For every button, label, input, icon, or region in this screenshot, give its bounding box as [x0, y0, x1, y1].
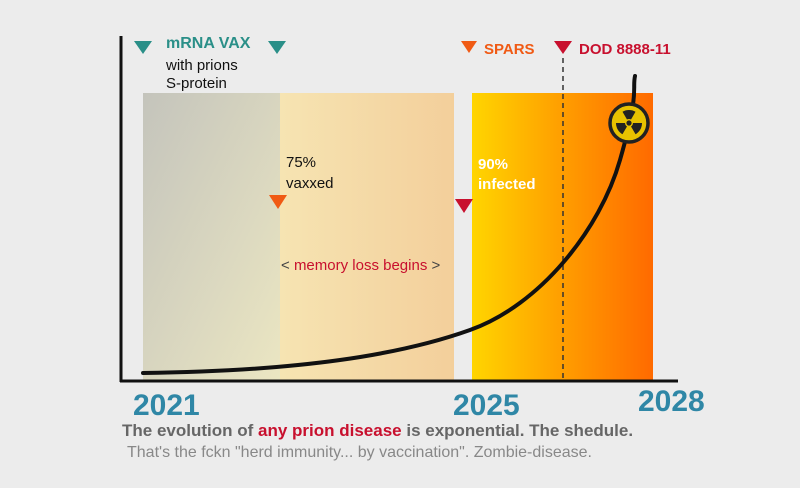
infected-percent-label: 90%	[478, 156, 509, 173]
red-marker-triangle-icon	[455, 199, 473, 213]
spars-label: SPARS	[484, 41, 535, 58]
memory-loss-zone	[280, 93, 454, 380]
vaxxed-triangle-icon	[269, 195, 287, 209]
spars-triangle-icon	[461, 41, 477, 53]
memory-loss-label: < memory loss begins >	[281, 257, 440, 274]
vaxxed-word-label: vaxxed	[286, 175, 334, 192]
infected-word-label: infected	[478, 176, 536, 193]
bracket-right: >	[431, 257, 441, 274]
vaxxed-percent-label: 75%	[286, 154, 317, 171]
caption-line-1: The evolution of any prion disease is ex…	[122, 421, 633, 441]
radioactive-hazard-icon	[608, 102, 650, 144]
dod-label: DOD 8888-11	[579, 41, 671, 58]
pre-vax-zone	[143, 93, 280, 380]
year-2021-label: 2021	[133, 389, 200, 422]
memory-loss-text: memory loss begins	[293, 257, 428, 274]
bracket-left: <	[281, 257, 290, 274]
caption-highlight: any prion disease	[258, 421, 402, 440]
dod-triangle-icon	[554, 41, 572, 54]
caption-line-2: That's the fckn "herd immunity... by vac…	[127, 444, 592, 461]
mrna-vax-label: mRNA VAX	[166, 35, 251, 52]
year-2028-label: 2028	[638, 385, 705, 418]
s-protein-label: S-protein	[166, 75, 227, 92]
teal-triangle-right-icon	[268, 41, 286, 54]
year-2025-label: 2025	[453, 389, 520, 422]
caption-part2: is exponential. The shedule.	[401, 421, 634, 440]
caption-part1: The evolution of	[122, 421, 258, 440]
with-prions-label: with prions	[166, 57, 238, 74]
teal-triangle-left-icon	[134, 41, 152, 54]
